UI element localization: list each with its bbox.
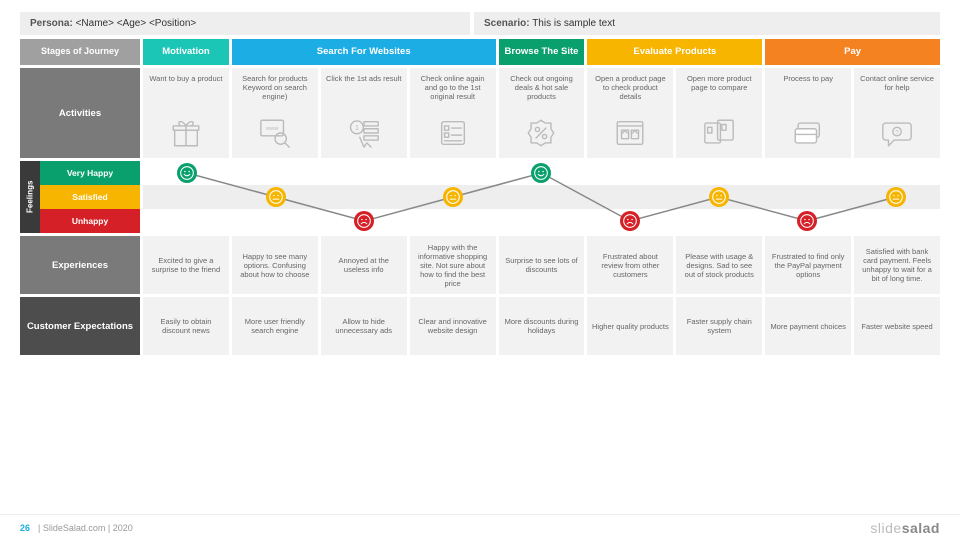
experience-cell-3: Happy with the informative shopping site… — [410, 236, 496, 294]
emotion-dot-4 — [531, 163, 551, 183]
expectation-cell-0: Easily to obtain discount news — [143, 297, 229, 355]
persona-box: Persona: <Name> <Age> <Position> — [20, 12, 470, 35]
experience-cell-5: Frustrated about review from other custo… — [587, 236, 673, 294]
feeling-level-0: Very Happy — [40, 161, 140, 185]
expectations-row-label: Customer Expectations — [20, 297, 140, 355]
persona-value: <Name> <Age> <Position> — [76, 18, 197, 29]
emotion-dot-2 — [354, 211, 374, 231]
activity-cell-3: Check online again and go to the 1st ori… — [410, 68, 496, 158]
expectation-cell-4: More discounts during holidays — [499, 297, 585, 355]
activity-cell-1: Search for products Keyword on search en… — [232, 68, 318, 158]
expectation-cell-5: Higher quality products — [587, 297, 673, 355]
activity-text-1: Search for products Keyword on search en… — [236, 74, 314, 101]
brand-logo: slidesalad — [870, 520, 940, 536]
feelings-row-label-wrap: Feelings Very HappySatisfiedUnhappy — [20, 161, 140, 233]
footer-text: | SlideSalad.com | 2020 — [38, 523, 133, 533]
brand-light: slide — [870, 520, 901, 536]
gift-icon — [169, 116, 203, 152]
activity-text-4: Check out ongoing deals & hot sale produ… — [503, 74, 581, 101]
emotion-dot-5 — [620, 211, 640, 231]
activity-cell-2: Click the 1st ads result 1 — [321, 68, 407, 158]
experience-cell-1: Happy to see many options. Confusing abo… — [232, 236, 318, 294]
journey-grid: Stages of JourneyMotivationSearch For We… — [20, 39, 940, 355]
activity-cell-6: Open more product page to compare — [676, 68, 762, 158]
activity-cell-7: Process to pay — [765, 68, 851, 158]
activity-cell-4: Check out ongoing deals & hot sale produ… — [499, 68, 585, 158]
experience-cell-0: Excited to give a surprise to the friend — [143, 236, 229, 294]
scenario-box: Scenario: This is sample text — [474, 12, 940, 35]
svg-text:www: www — [265, 127, 279, 133]
scenario-label: Scenario: — [484, 18, 530, 29]
footer: 26 | SlideSalad.com | 2020 slidesalad — [0, 514, 960, 540]
experience-cell-6: Please with usage & designs. Sad to see … — [676, 236, 762, 294]
emotion-dot-7 — [797, 211, 817, 231]
stage-1: Search For Websites — [232, 39, 496, 65]
activity-text-2: Click the 1st ads result — [326, 74, 401, 83]
stages-row-label: Stages of Journey — [20, 39, 140, 65]
feelings-vertical-label: Feelings — [20, 161, 40, 233]
stage-2: Browse The Site — [499, 39, 585, 65]
ads-click-icon: 1 — [347, 116, 381, 152]
search-www-icon: www — [258, 116, 292, 152]
activity-cell-0: Want to buy a product — [143, 68, 229, 158]
page-number: 26 — [20, 523, 30, 533]
experience-cell-8: Satisfied with bank card payment. Feels … — [854, 236, 940, 294]
help-bubble-icon: ? — [880, 116, 914, 152]
list-check-icon — [436, 116, 470, 152]
svg-text:?: ? — [895, 130, 899, 137]
activity-cell-8: Contact online service for help? — [854, 68, 940, 158]
expectation-cell-3: Clear and innovative website design — [410, 297, 496, 355]
emotion-dot-0 — [177, 163, 197, 183]
product-page-icon — [613, 116, 647, 152]
brand-bold: salad — [902, 520, 940, 536]
activities-row-label: Activities — [20, 68, 140, 158]
compare-pages-icon — [702, 116, 736, 152]
activity-text-0: Want to buy a product — [149, 74, 222, 83]
feelings-chart — [143, 161, 940, 233]
activity-cell-5: Open a product page to check product det… — [587, 68, 673, 158]
experience-cell-4: Surprise to see lots of discounts — [499, 236, 585, 294]
credit-cards-icon — [791, 116, 825, 152]
stage-0: Motivation — [143, 39, 229, 65]
feeling-level-2: Unhappy — [40, 209, 140, 233]
activity-text-7: Process to pay — [783, 74, 833, 83]
experience-cell-2: Annoyed at the useless info — [321, 236, 407, 294]
experience-cell-7: Frustrated to find only the PayPal payme… — [765, 236, 851, 294]
expectation-cell-7: More payment choices — [765, 297, 851, 355]
feeling-level-1: Satisfied — [40, 185, 140, 209]
activity-text-8: Contact online service for help — [858, 74, 936, 92]
header-row: Persona: <Name> <Age> <Position> Scenari… — [20, 12, 940, 35]
activity-text-3: Check online again and go to the 1st ori… — [414, 74, 492, 101]
scenario-value: This is sample text — [532, 18, 615, 29]
expectation-cell-8: Faster website speed — [854, 297, 940, 355]
svg-text:1: 1 — [355, 125, 359, 133]
activity-text-5: Open a product page to check product det… — [591, 74, 669, 101]
activity-text-6: Open more product page to compare — [680, 74, 758, 92]
stage-4: Pay — [765, 39, 940, 65]
expectation-cell-1: More user friendly search engine — [232, 297, 318, 355]
persona-label: Persona: — [30, 18, 73, 29]
deal-badge-icon — [524, 116, 558, 152]
expectation-cell-6: Faster supply chain system — [676, 297, 762, 355]
emotion-dot-1 — [266, 187, 286, 207]
emotion-dot-3 — [443, 187, 463, 207]
experiences-row-label: Experiences — [20, 236, 140, 294]
stage-3: Evaluate Products — [587, 39, 762, 65]
expectation-cell-2: Allow to hide unnecessary ads — [321, 297, 407, 355]
emotion-dot-6 — [709, 187, 729, 207]
feelings-levels: Very HappySatisfiedUnhappy — [40, 161, 140, 233]
emotion-dot-8 — [886, 187, 906, 207]
